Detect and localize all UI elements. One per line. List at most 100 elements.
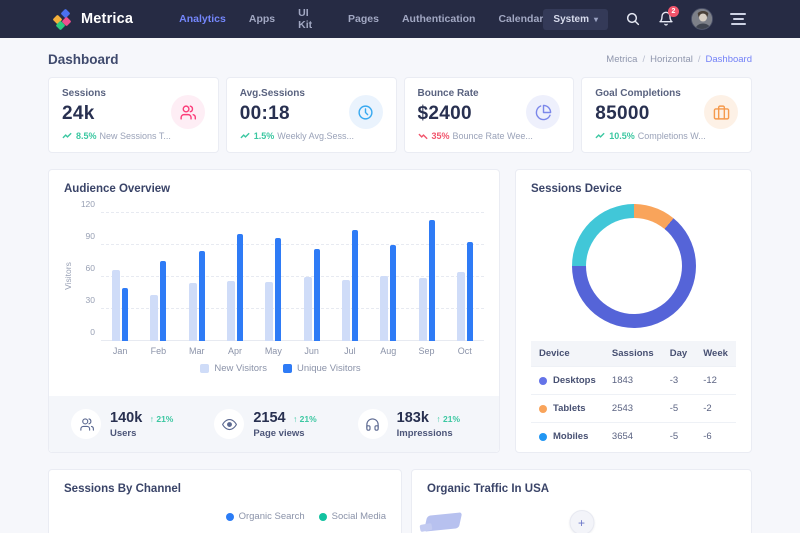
main-row: Audience Overview Visitors 0306090120 Ja… xyxy=(0,153,800,453)
bar xyxy=(380,276,388,341)
bar xyxy=(150,295,158,341)
col-sessions: Sassions xyxy=(604,341,662,367)
bar xyxy=(275,238,281,341)
audience-overview-title: Audience Overview xyxy=(64,183,484,195)
breadcrumb-horizontal[interactable]: Horizontal xyxy=(650,54,693,65)
bar xyxy=(314,249,320,341)
clock-icon xyxy=(349,95,383,129)
trending-up-icon xyxy=(62,132,73,140)
sessions-device-panel: Sessions Device Device Sassions Day Week… xyxy=(515,169,752,453)
headphones-icon xyxy=(358,409,388,439)
y-axis-tick: 0 xyxy=(75,327,95,337)
sessions-device-donut-chart xyxy=(572,204,696,328)
device-dot xyxy=(539,433,547,441)
x-axis-labels: JanFebMarAprMayJunJulAugSepOct xyxy=(101,346,484,356)
bar xyxy=(304,277,312,341)
user-avatar[interactable] xyxy=(691,8,713,30)
bar-group-may[interactable] xyxy=(265,238,281,341)
sessions-device-title: Sessions Device xyxy=(531,183,736,195)
brand-name: Metrica xyxy=(81,11,133,27)
bar xyxy=(265,282,273,341)
x-axis-tick: Jul xyxy=(335,346,365,356)
footer-stat-page-views: 2154 ↑ 21% Page views xyxy=(202,409,345,439)
x-axis-tick: Aug xyxy=(373,346,403,356)
briefcase-icon xyxy=(704,95,738,129)
brand-logo[interactable]: Metrica xyxy=(54,10,133,29)
x-axis-tick: Mar xyxy=(182,346,212,356)
audience-footer-stats: 140k ↑ 21% Users 2154 ↑ 21% Page view xyxy=(49,396,499,452)
breadcrumb-metrica[interactable]: Metrica xyxy=(606,54,637,65)
bar-group-feb[interactable] xyxy=(150,261,166,341)
map-zoom-in-button[interactable]: + xyxy=(569,510,594,533)
sessions-by-channel-panel: Sessions By Channel Organic Search Socia… xyxy=(48,469,402,533)
bottom-row: Sessions By Channel Organic Search Socia… xyxy=(0,453,800,533)
bar-group-oct[interactable] xyxy=(457,242,473,341)
breadcrumb-dashboard: Dashboard xyxy=(706,54,752,65)
trending-down-icon xyxy=(418,132,429,140)
bar-group-jul[interactable] xyxy=(342,230,358,341)
bar-group-aug[interactable] xyxy=(380,245,396,341)
bar-group-jun[interactable] xyxy=(304,249,320,341)
bar xyxy=(390,245,396,341)
table-row: Tablets2543-5-2 xyxy=(531,395,736,423)
audience-bar-chart: Visitors 0306090120 JanFebMarAprMayJunJu… xyxy=(64,213,484,374)
chart-legend: New Visitors Unique Visitors xyxy=(77,363,484,374)
col-week: Week xyxy=(695,341,736,367)
bar xyxy=(189,283,197,341)
footer-stat-users: 140k ↑ 21% Users xyxy=(59,409,202,439)
chevron-down-icon: ▾ xyxy=(594,15,598,24)
legend-swatch-new-visitors xyxy=(200,364,209,373)
pie-chart-icon xyxy=(526,95,560,129)
bar-group-mar[interactable] xyxy=(189,251,205,341)
stat-card-sessions: Sessions 24k 8.5% New Sessions T... xyxy=(48,77,219,153)
eye-icon xyxy=(214,409,244,439)
nav-item-pages[interactable]: Pages xyxy=(348,13,379,25)
legend-swatch-unique-visitors xyxy=(283,364,292,373)
plus-icon: + xyxy=(578,516,585,530)
device-dot xyxy=(539,405,547,413)
navbar-right-cluster: System ▾ 2 xyxy=(543,8,746,30)
users-icon xyxy=(71,409,101,439)
x-axis-tick: May xyxy=(258,346,288,356)
table-row: Desktops1843-3-12 xyxy=(531,367,736,395)
menu-toggle-icon[interactable] xyxy=(730,13,746,25)
bar xyxy=(429,220,435,341)
arrow-up-icon: ↑ xyxy=(436,414,440,424)
nav-item-apps[interactable]: Apps xyxy=(249,13,275,25)
stat-card-goal-completions: Goal Completions 85000 10.5% Completions… xyxy=(581,77,752,153)
bar-group-jan[interactable] xyxy=(112,270,128,341)
device-dot xyxy=(539,377,547,385)
x-axis-tick: Jan xyxy=(105,346,135,356)
legend-dot-organic-search xyxy=(226,513,234,521)
x-axis-tick: Jun xyxy=(297,346,327,356)
stat-card-bounce-rate: Bounce Rate $2400 35% Bounce Rate Wee... xyxy=(404,77,575,153)
y-axis-tick: 90 xyxy=(75,231,95,241)
search-button[interactable] xyxy=(625,11,641,27)
trending-up-icon xyxy=(240,132,251,140)
y-axis-tick: 60 xyxy=(75,263,95,273)
bar xyxy=(352,230,358,341)
bar xyxy=(227,281,235,341)
nav-item-ui-kit[interactable]: UI Kit xyxy=(298,7,325,31)
metrica-logo-icon xyxy=(54,10,73,29)
breadcrumb: Metrica / Horizontal / Dashboard xyxy=(606,54,752,65)
nav-item-authentication[interactable]: Authentication xyxy=(402,13,476,25)
main-nav: Analytics Apps UI Kit Pages Authenticati… xyxy=(179,7,543,31)
device-table: Device Sassions Day Week Desktops1843-3-… xyxy=(531,341,736,450)
notifications-button[interactable]: 2 xyxy=(658,11,674,27)
x-axis-tick: Apr xyxy=(220,346,250,356)
legend-dot-social-media xyxy=(319,513,327,521)
col-day: Day xyxy=(662,341,696,367)
bar xyxy=(112,270,120,341)
col-device: Device xyxy=(531,341,604,367)
arrow-up-icon: ↑ xyxy=(293,414,297,424)
nav-item-analytics[interactable]: Analytics xyxy=(179,13,226,25)
bar-group-apr[interactable] xyxy=(227,234,243,341)
bar xyxy=(160,261,166,341)
system-dropdown[interactable]: System ▾ xyxy=(543,9,608,30)
search-icon xyxy=(625,11,641,27)
page-header: Dashboard Metrica / Horizontal / Dashboa… xyxy=(0,38,800,77)
bar xyxy=(199,251,205,341)
nav-item-calendar[interactable]: Calendar xyxy=(498,13,543,25)
bar-group-sep[interactable] xyxy=(419,220,435,341)
